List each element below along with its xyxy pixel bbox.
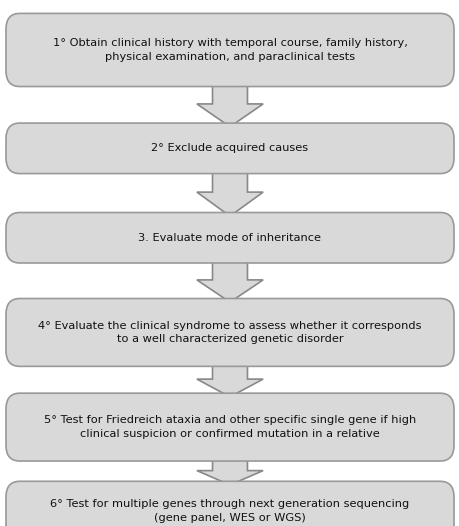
Polygon shape bbox=[196, 457, 263, 485]
FancyBboxPatch shape bbox=[6, 123, 453, 174]
Polygon shape bbox=[196, 363, 263, 397]
Polygon shape bbox=[196, 259, 263, 302]
Text: 3. Evaluate mode of inheritance: 3. Evaluate mode of inheritance bbox=[138, 232, 321, 243]
FancyBboxPatch shape bbox=[6, 393, 453, 461]
Text: 4° Evaluate the clinical syndrome to assess whether it corresponds
to a well cha: 4° Evaluate the clinical syndrome to ass… bbox=[38, 321, 421, 344]
FancyBboxPatch shape bbox=[6, 299, 453, 366]
Polygon shape bbox=[196, 83, 263, 127]
Text: 1° Obtain clinical history with temporal course, family history,
physical examin: 1° Obtain clinical history with temporal… bbox=[52, 38, 407, 62]
FancyBboxPatch shape bbox=[6, 213, 453, 263]
Text: 5° Test for Friedreich ataxia and other specific single gene if high
clinical su: 5° Test for Friedreich ataxia and other … bbox=[44, 416, 415, 439]
FancyBboxPatch shape bbox=[6, 481, 453, 526]
Text: 6° Test for multiple genes through next generation sequencing
(gene panel, WES o: 6° Test for multiple genes through next … bbox=[50, 500, 409, 523]
Polygon shape bbox=[196, 170, 263, 216]
Text: 2° Exclude acquired causes: 2° Exclude acquired causes bbox=[151, 143, 308, 154]
FancyBboxPatch shape bbox=[6, 14, 453, 86]
